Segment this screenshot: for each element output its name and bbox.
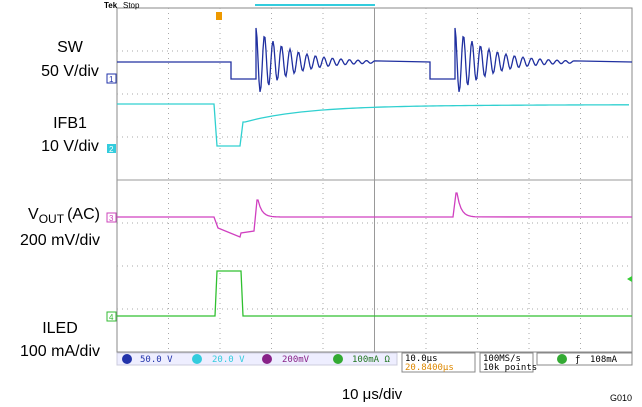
status: ƒ bbox=[575, 355, 580, 365]
status-bar: 50.0 V 20.0 V 200mV 100mA Ω 10.0μs 20.84… bbox=[116, 352, 633, 373]
marker: 1 bbox=[109, 75, 114, 84]
status: 108mA bbox=[590, 355, 618, 365]
grid bbox=[117, 8, 632, 352]
state: Stop bbox=[123, 1, 140, 10]
label: ILED bbox=[42, 320, 78, 337]
status: 100MS/s bbox=[483, 354, 521, 364]
trigger-marker bbox=[216, 12, 222, 20]
status: 200mV bbox=[282, 355, 310, 365]
status: 10.0μs bbox=[405, 354, 438, 364]
trigger-level bbox=[627, 276, 632, 282]
label: (AC) bbox=[67, 206, 100, 223]
figure-id: G010 bbox=[610, 393, 632, 403]
label: 100 mA/div bbox=[20, 343, 100, 360]
channel-markers: 1 2 3 4 bbox=[106, 73, 117, 322]
waveform bbox=[117, 103, 630, 147]
waveform bbox=[117, 270, 632, 317]
waveforms bbox=[117, 27, 633, 317]
label: IFB1 bbox=[53, 115, 87, 132]
marker: 4 bbox=[109, 313, 114, 322]
status: 100mA Ω bbox=[352, 355, 391, 365]
time-scale: 10 μs/div bbox=[342, 386, 403, 403]
status: 20.8400μs bbox=[405, 363, 454, 373]
label: V bbox=[28, 206, 39, 223]
label: SW bbox=[57, 39, 84, 56]
waveform bbox=[117, 27, 633, 92]
label: OUT bbox=[39, 212, 65, 226]
status: 50.0 V bbox=[140, 355, 173, 365]
brand: Tek bbox=[104, 1, 118, 10]
status: 20.0 V bbox=[212, 355, 245, 365]
status: 10k points bbox=[483, 363, 537, 373]
label: VOUT (AC) bbox=[28, 206, 100, 226]
marker: 2 bbox=[109, 145, 114, 154]
label: 50 V/div bbox=[41, 63, 99, 80]
waveform bbox=[117, 192, 633, 238]
marker: 3 bbox=[109, 214, 114, 223]
label: 10 V/div bbox=[41, 138, 99, 155]
label: 200 mV/div bbox=[20, 232, 100, 249]
